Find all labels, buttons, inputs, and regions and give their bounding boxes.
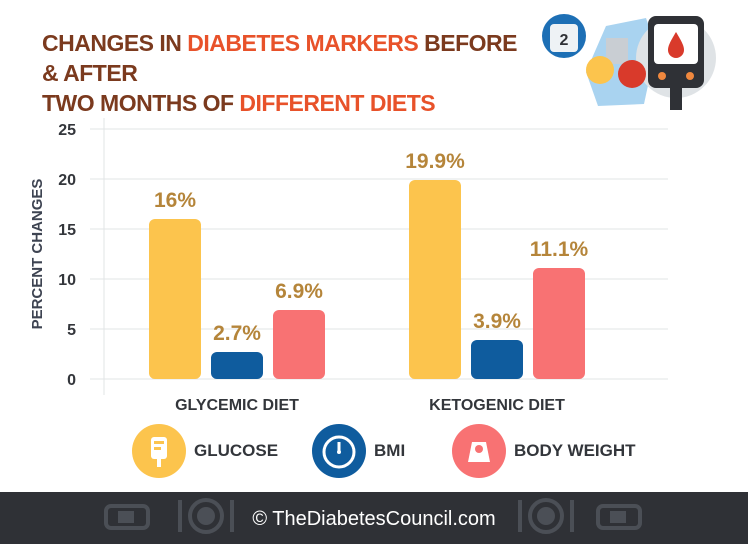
bar-glucose (409, 180, 461, 379)
glucose-bag-icon (132, 424, 186, 478)
y-tick-label: 15 (58, 222, 76, 239)
data-label: 6.9% (275, 280, 323, 303)
title-text: TWO MONTHS OF (42, 90, 240, 116)
y-axis-title: PERCENT CHANGES (29, 179, 46, 330)
title-line-2: TWO MONTHS OF DIFFERENT DIETS (42, 88, 532, 118)
meter-strip (670, 88, 682, 110)
data-label: 16% (154, 189, 196, 212)
blood-drop-icon (668, 32, 684, 58)
scale-digit: 2 (560, 32, 569, 49)
scale-face (550, 24, 578, 52)
data-label: 2.7% (213, 322, 261, 345)
meter-button-left (658, 72, 666, 80)
meter-button-right (686, 72, 694, 80)
weight-scale-icon (452, 424, 506, 478)
glucose-meter-footer-icon (104, 504, 150, 530)
data-label: 3.9% (473, 310, 521, 333)
plate-footer-icon (518, 498, 574, 534)
bar-chart: 0 5 10 15 20 25 PERCENT CHANGES 16% 2.7% 6.9% GLYC… (29, 118, 668, 414)
footer-credit: © TheDiabetesCouncil.com (252, 508, 496, 530)
y-tick-label: 25 (58, 122, 76, 139)
data-label: 19.9% (405, 150, 465, 173)
title-line-1: CHANGES IN DIABETES MARKERS BEFORE & AFT… (42, 28, 532, 88)
clock-scale-icon (312, 424, 366, 478)
diabetes-illustration: 2 (542, 14, 716, 110)
y-tick-label: 0 (67, 372, 76, 389)
legend-label: BMI (374, 441, 406, 460)
title-text: CHANGES IN (42, 30, 188, 56)
apple-icon (618, 60, 646, 88)
legend-label: BODY WEIGHT (514, 441, 636, 460)
bar-body-weight (273, 310, 325, 379)
y-tick-label: 20 (58, 172, 76, 189)
bar-bmi (471, 340, 523, 379)
x-category-label: GLYCEMIC DIET (175, 397, 299, 414)
glucose-meter-footer-icon (596, 504, 642, 530)
title-highlight: DIABETES MARKERS (187, 30, 419, 56)
legend-label: GLUCOSE (194, 441, 279, 460)
title-highlight: DIFFERENT DIETS (239, 90, 436, 116)
title-text: BEFORE & AFTER (42, 30, 518, 86)
bar-bmi (211, 352, 263, 379)
y-tick-label: 5 (67, 322, 76, 339)
bar-glucose (149, 219, 201, 379)
data-label: 11.1% (530, 238, 589, 261)
chart-title: CHANGES IN DIABETES MARKERS BEFORE & AFT… (42, 28, 532, 118)
bar-body-weight (533, 268, 585, 379)
x-category-label: KETOGENIC DIET (429, 397, 565, 414)
plate-footer-icon (178, 498, 234, 534)
jar-icon (606, 38, 628, 64)
lemon-icon (586, 56, 614, 84)
y-tick-label: 10 (58, 272, 76, 289)
